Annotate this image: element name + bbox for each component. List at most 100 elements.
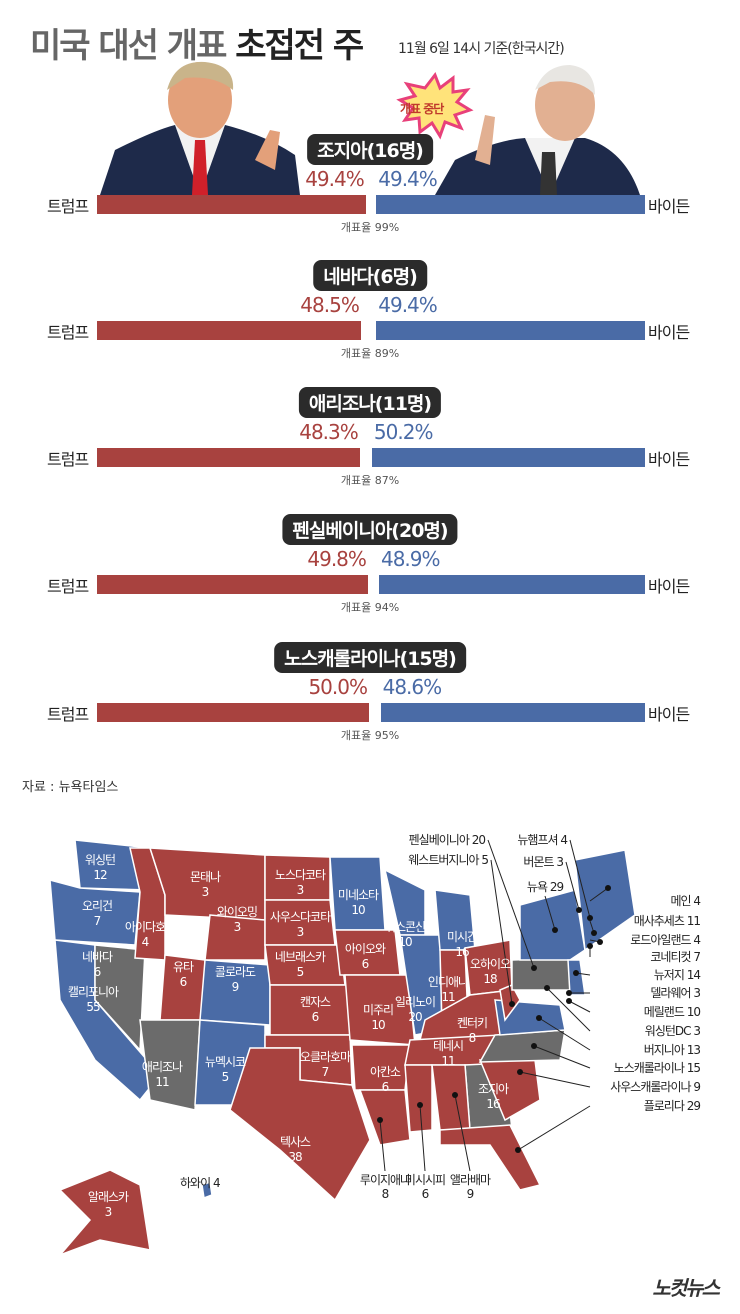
- callout-line: [565, 861, 580, 911]
- callout-label: 메릴랜드 10: [643, 1005, 701, 1019]
- callout-label: 노스캐롤라이나 15: [613, 1061, 701, 1075]
- callout-dot: [544, 985, 550, 991]
- callout-line: [533, 1045, 591, 1069]
- callout-label: 코네티컷 7: [650, 950, 701, 964]
- trump-bar: [97, 195, 366, 214]
- state-shape: [94, 944, 146, 1052]
- callout-line: [454, 1094, 471, 1172]
- callout-label: 버지니아 13: [643, 1043, 701, 1057]
- state-label: 오리건 7: [81, 899, 113, 928]
- callout-label: 펜실베이니아 20: [408, 833, 486, 847]
- callout-label: 뉴햄프셔 4: [517, 833, 568, 847]
- callout-label: 델라웨어 3: [650, 986, 701, 1000]
- callout-dot: [566, 990, 572, 996]
- callout-dot: [452, 1092, 458, 1098]
- state-label: 몬태나 3: [189, 870, 221, 899]
- biden-bar: [376, 321, 645, 340]
- biden-bar: [371, 448, 645, 467]
- biden-bar: [376, 195, 645, 214]
- biden-label: 바이든: [648, 577, 690, 596]
- turnout: 개표율 95%: [340, 729, 400, 742]
- callout-dot: [509, 1001, 515, 1007]
- biden-pct: 50.2%: [373, 420, 434, 444]
- callout-label: 버몬트 3: [523, 855, 564, 869]
- state-label: 펜실베이니아(20명): [282, 514, 458, 545]
- state-label: 텍사스 38: [279, 1135, 311, 1164]
- biden-label: 바이든: [648, 705, 690, 724]
- callout-dot: [605, 885, 611, 891]
- page-title: 미국 대선 개표 초접전 주: [30, 18, 364, 67]
- biden-label: 바이든: [648, 450, 690, 469]
- callout-dot: [531, 1043, 537, 1049]
- state-label: 네바다 6: [81, 950, 113, 979]
- state-label: 뉴멕시코 5: [204, 1055, 246, 1084]
- trump-bar: [97, 575, 368, 594]
- callout-dot: [417, 1102, 423, 1108]
- turnout: 개표율 99%: [340, 221, 400, 234]
- source: 자료 : 뉴욕타임스: [22, 780, 119, 795]
- callout-label: 메인 4: [670, 894, 701, 908]
- state-shape: [439, 1124, 542, 1191]
- callout-label: 매사추세츠 11: [633, 914, 701, 928]
- callout-dot: [587, 915, 593, 921]
- biden-pct: 48.6%: [382, 675, 443, 699]
- state-label: 오하이오 18: [469, 957, 511, 986]
- trump-pct: 48.3%: [299, 420, 359, 444]
- callout-label: 워싱턴DC 3: [644, 1024, 701, 1038]
- callout-line: [490, 859, 513, 1005]
- state-shape: [574, 849, 636, 952]
- state-label: 애리조나 11: [141, 1060, 183, 1089]
- biden-label: 바이든: [648, 197, 690, 216]
- biden-pct: 49.4%: [378, 293, 438, 317]
- biden-label: 바이든: [648, 323, 690, 342]
- callout-line: [589, 887, 609, 902]
- callout-line: [487, 839, 535, 969]
- state-label: 아칸소 6: [369, 1065, 401, 1094]
- callout-dot: [576, 907, 582, 913]
- callout-label: 뉴욕 29: [526, 880, 564, 894]
- callout-dot: [517, 1069, 523, 1075]
- callout-line: [517, 1105, 591, 1151]
- badge-text: 개표 중단: [400, 102, 444, 116]
- state-shape: [511, 957, 571, 991]
- callout-label: 사우스캐롤라이나 9: [610, 1080, 701, 1094]
- title-light: 미국 대선 개표: [30, 26, 227, 66]
- callout-line: [569, 839, 591, 919]
- callout-line: [568, 1000, 591, 1013]
- callout-dot: [591, 930, 597, 936]
- callout-dot: [566, 998, 572, 1004]
- trump-pct: 49.4%: [305, 167, 365, 191]
- state-label: 워싱턴 12: [84, 853, 116, 882]
- callout-label: 플로리다 29: [643, 1099, 701, 1113]
- callout-label: 미시시피 6: [404, 1173, 446, 1201]
- biden-pct: 49.4%: [378, 167, 438, 191]
- trump-label: 트럼프: [47, 450, 89, 469]
- callout-dot: [536, 1015, 542, 1021]
- biden-photo: [435, 65, 640, 195]
- state-shape: [358, 1089, 411, 1146]
- trump-label: 트럼프: [47, 197, 89, 216]
- state-label: 인디애나 11: [427, 975, 469, 1004]
- state-label: 네바다(6명): [313, 260, 427, 291]
- state-label: 알래스카 3: [87, 1190, 129, 1219]
- state-label: 위스콘신 10: [384, 920, 426, 949]
- state-label: 유타 6: [172, 960, 194, 989]
- state-label: 노스캐롤라이나(15명): [274, 642, 466, 673]
- state-label: 켄터키 8: [456, 1016, 488, 1045]
- title-bold: 초접전 주: [235, 26, 364, 66]
- trump-bar: [97, 703, 369, 722]
- callout-label: 뉴저지 14: [653, 968, 701, 982]
- callout-dot: [377, 1117, 383, 1123]
- state-shape: [201, 1180, 213, 1200]
- trump-photo: [100, 61, 300, 195]
- trump-label: 트럼프: [47, 323, 89, 342]
- callout-label: 루이지애나 8: [359, 1173, 411, 1201]
- state-label: 노스다코타 3: [274, 868, 326, 897]
- callout-line: [379, 1119, 386, 1172]
- callout-label: 로드아일랜드 4: [630, 933, 701, 947]
- state-label: 캘리포니아 55: [67, 985, 119, 1014]
- trump-label: 트럼프: [47, 577, 89, 596]
- state-label: 콜로라도 9: [214, 965, 256, 994]
- state-label: 애리조나(11명): [298, 387, 442, 418]
- state-label: 와이오밍 3: [216, 905, 258, 934]
